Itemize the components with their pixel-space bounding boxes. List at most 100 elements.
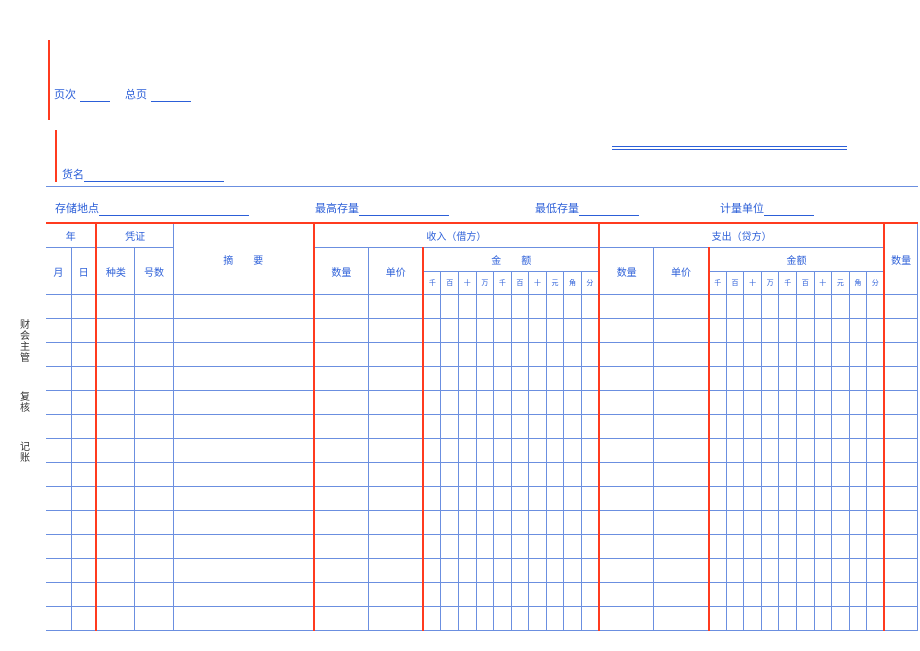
cell [761,607,779,631]
cell [599,367,654,391]
th-haoshu: 号数 [135,248,173,295]
cell [867,463,885,487]
cell [744,559,762,583]
th-digit: 角 [564,272,582,295]
cell [546,487,564,511]
cell [459,583,477,607]
th-digit: 元 [832,272,850,295]
cell [511,607,529,631]
cell [135,319,173,343]
cell [529,487,547,511]
cell [459,463,477,487]
cell [423,295,441,319]
cell [494,415,512,439]
cell [832,439,850,463]
cell [135,367,173,391]
cell [709,343,727,367]
cell [423,415,441,439]
th-digit: 分 [581,272,599,295]
cell [369,583,424,607]
cell [726,319,744,343]
cell [46,607,71,631]
cell [423,487,441,511]
cell [71,511,96,535]
cell [814,391,832,415]
cell [511,487,529,511]
cell [884,439,917,463]
ledger-table: 年 凭证 摘 要 收入（借方） 支出（贷方） 数量 月 日 种类 号数 数量 单… [46,222,918,631]
cell [867,487,885,511]
cell [314,487,369,511]
cell [709,295,727,319]
th-zhichu: 支出（贷方） [599,223,884,248]
cell [832,463,850,487]
cell [726,559,744,583]
cell [511,295,529,319]
zuigao-label: 最高存量 [315,203,359,215]
cell [564,295,582,319]
cell [135,511,173,535]
cell [832,367,850,391]
cell [494,559,512,583]
cell [832,535,850,559]
cell [441,343,459,367]
cell [796,343,814,367]
cell [314,511,369,535]
th-month: 月 [46,248,71,295]
cell [564,439,582,463]
cell [46,511,71,535]
th-digit: 千 [423,272,441,295]
cell [46,415,71,439]
table-row [46,559,918,583]
th-digit: 十 [744,272,762,295]
cell [814,439,832,463]
cell [796,559,814,583]
cell [761,415,779,439]
cell [314,391,369,415]
cell [654,295,709,319]
cell [654,415,709,439]
cell [314,607,369,631]
cell [441,391,459,415]
block-mark [55,130,57,182]
cell [761,439,779,463]
cell [369,535,424,559]
cell [459,415,477,439]
cell [476,487,494,511]
cell [369,319,424,343]
cell [709,463,727,487]
th-digit: 十 [459,272,477,295]
huoming-label: 货名 [62,169,84,181]
cell [511,535,529,559]
cell [884,463,917,487]
cell [459,511,477,535]
cell [135,607,173,631]
cell [709,439,727,463]
cell [46,439,71,463]
cell [96,295,134,319]
cell [832,559,850,583]
cell [423,511,441,535]
total-page-label: 总页 [125,89,147,101]
cell [796,391,814,415]
cell [599,439,654,463]
cell [369,487,424,511]
cell [779,535,797,559]
cell [581,343,599,367]
cell [564,487,582,511]
cell [814,583,832,607]
cell [599,343,654,367]
cell [529,391,547,415]
cell [564,343,582,367]
cell [441,487,459,511]
cell [494,535,512,559]
cell [546,559,564,583]
cell [314,439,369,463]
cell [779,391,797,415]
cell [599,607,654,631]
cell [867,535,885,559]
cell [46,559,71,583]
cell [511,367,529,391]
cell [96,343,134,367]
cell [173,511,313,535]
